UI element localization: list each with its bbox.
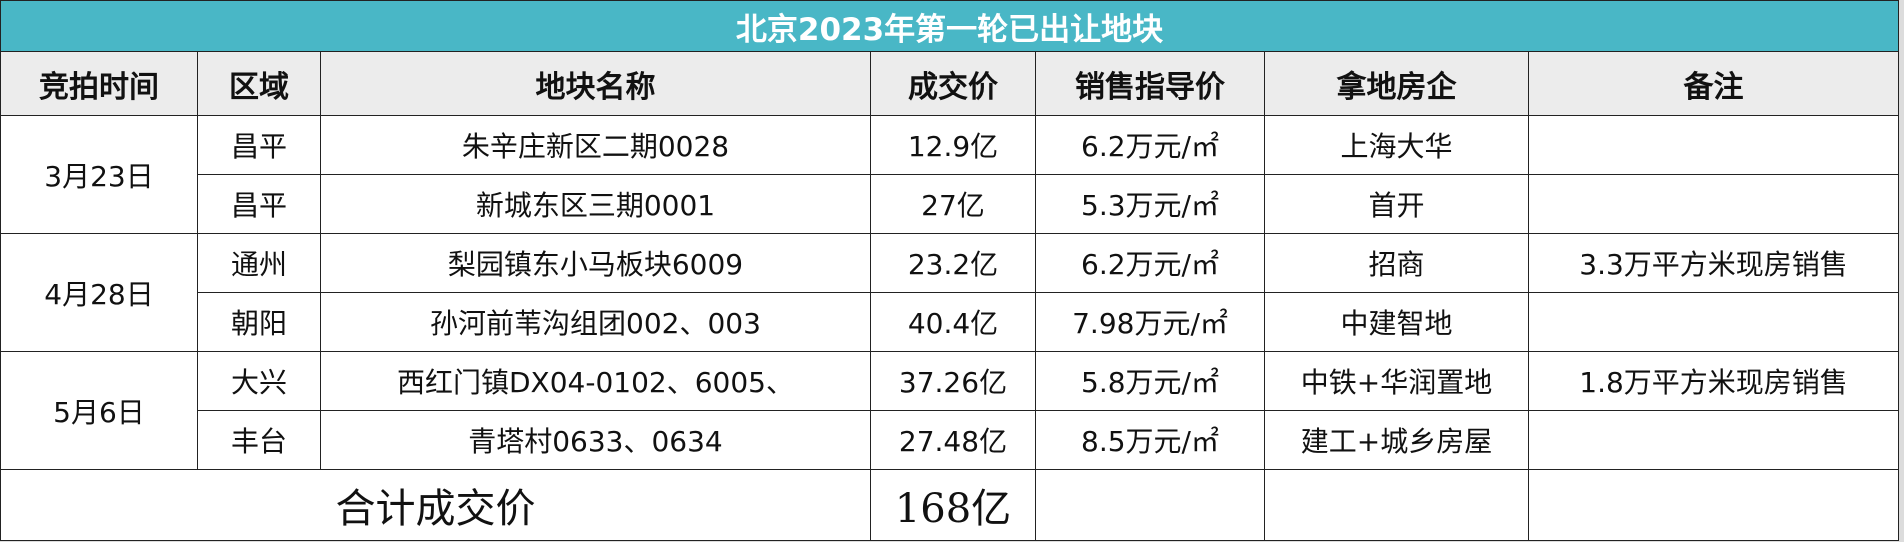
data-row: 3月23日 昌平 朱辛庄新区二期0028 12.9亿 6.2万元/㎡ 上海大华 <box>0 115 1900 234</box>
price-cell: 12.9亿 <box>870 115 1036 175</box>
empty-cell <box>1035 469 1265 541</box>
developer-cell: 中铁+华润置地 <box>1264 351 1529 411</box>
plot-cell: 朱辛庄新区二期0028 <box>320 115 871 175</box>
guide-cell: 5.3万元/㎡ <box>1035 174 1265 234</box>
developer-cell: 招商 <box>1264 233 1529 293</box>
district-cell: 大兴 <box>197 351 321 411</box>
plot-cell: 西红门镇DX04-0102、6005、 <box>320 351 871 411</box>
price-cell: 23.2亿 <box>870 233 1036 293</box>
title-row: 北京2023年第一轮已出让地块 <box>0 0 1900 52</box>
column-header: 拿地房企 <box>1264 51 1529 116</box>
remark-cell: 1.8万平方米现房销售 <box>1527 351 1900 411</box>
column-header: 成交价 <box>870 51 1036 116</box>
column-header: 销售指导价 <box>1035 51 1265 116</box>
data-row: 朝阳 孙河前苇沟组团002、003 40.4亿 7.98万元/㎡ 中建智地 <box>1 292 1900 352</box>
price-cell: 40.4亿 <box>870 292 1036 352</box>
plot-cell: 孙河前苇沟组团002、003 <box>320 292 871 352</box>
plot-cell: 新城东区三期0001 <box>320 174 871 234</box>
district-cell: 朝阳 <box>197 292 321 352</box>
guide-cell: 6.2万元/㎡ <box>1035 115 1265 175</box>
plot-cell: 青塔村0633、0634 <box>320 410 871 470</box>
total-row: 合计成交价 168亿 <box>0 469 1900 541</box>
price-cell: 37.26亿 <box>870 351 1036 411</box>
guide-cell: 6.2万元/㎡ <box>1035 233 1265 293</box>
developer-cell: 上海大华 <box>1264 115 1529 175</box>
header-row: 竞拍时间 区域 地块名称 成交价 销售指导价 拿地房企 备注 <box>0 51 1900 116</box>
auction-date: 5月6日 <box>0 351 198 470</box>
price-cell: 27.48亿 <box>870 410 1036 470</box>
table-title: 北京2023年第一轮已出让地块 <box>0 0 1900 52</box>
district-cell: 丰台 <box>197 410 321 470</box>
district-cell: 通州 <box>197 233 321 293</box>
column-header: 区域 <box>197 51 321 116</box>
column-header: 备注 <box>1527 51 1900 116</box>
guide-cell: 5.8万元/㎡ <box>1035 351 1265 411</box>
data-row: 丰台 青塔村0633、0634 27.48亿 8.5万元/㎡ 建工+城乡房屋 <box>1 410 1900 470</box>
remark-cell <box>1527 410 1900 470</box>
developer-cell: 首开 <box>1264 174 1529 234</box>
data-row: 5月6日 大兴 西红门镇DX04-0102、6005、 37.26亿 5.8万元/㎡ 中铁… <box>0 351 1900 470</box>
column-header: 竞拍时间 <box>0 51 198 116</box>
developer-cell: 中建智地 <box>1264 292 1529 352</box>
auction-date: 3月23日 <box>0 115 198 234</box>
data-row: 4月28日 通州 梨园镇东小马板块6009 23.2亿 6.2万元/㎡ 招商 3.3万平方米… <box>0 233 1900 352</box>
remark-cell: 3.3万平方米现房销售 <box>1527 233 1900 293</box>
plot-cell: 梨园镇东小马板块6009 <box>320 233 871 293</box>
column-header: 地块名称 <box>320 51 871 116</box>
price-cell: 27亿 <box>870 174 1036 234</box>
auction-date: 4月28日 <box>0 233 198 352</box>
district-cell: 昌平 <box>197 174 321 234</box>
guide-cell: 7.98万元/㎡ <box>1035 292 1265 352</box>
remark-cell <box>1527 292 1900 352</box>
guide-cell: 8.5万元/㎡ <box>1035 410 1265 470</box>
total-value: 168亿 <box>870 469 1036 541</box>
remark-cell <box>1527 115 1900 175</box>
data-row: 昌平 新城东区三期0001 27亿 5.3万元/㎡ 首开 <box>1 174 1900 234</box>
empty-cell <box>1264 469 1529 541</box>
developer-cell: 建工+城乡房屋 <box>1264 410 1529 470</box>
total-label: 合计成交价 <box>0 469 871 541</box>
remark-cell <box>1527 174 1900 234</box>
district-cell: 昌平 <box>197 115 321 175</box>
empty-cell <box>1527 469 1900 541</box>
